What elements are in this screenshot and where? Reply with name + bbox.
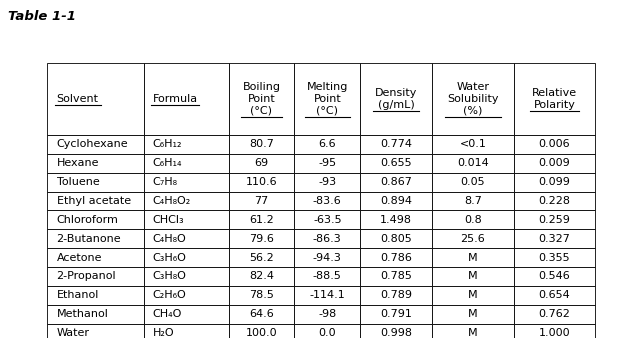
- Text: Table 1-1: Table 1-1: [8, 10, 76, 23]
